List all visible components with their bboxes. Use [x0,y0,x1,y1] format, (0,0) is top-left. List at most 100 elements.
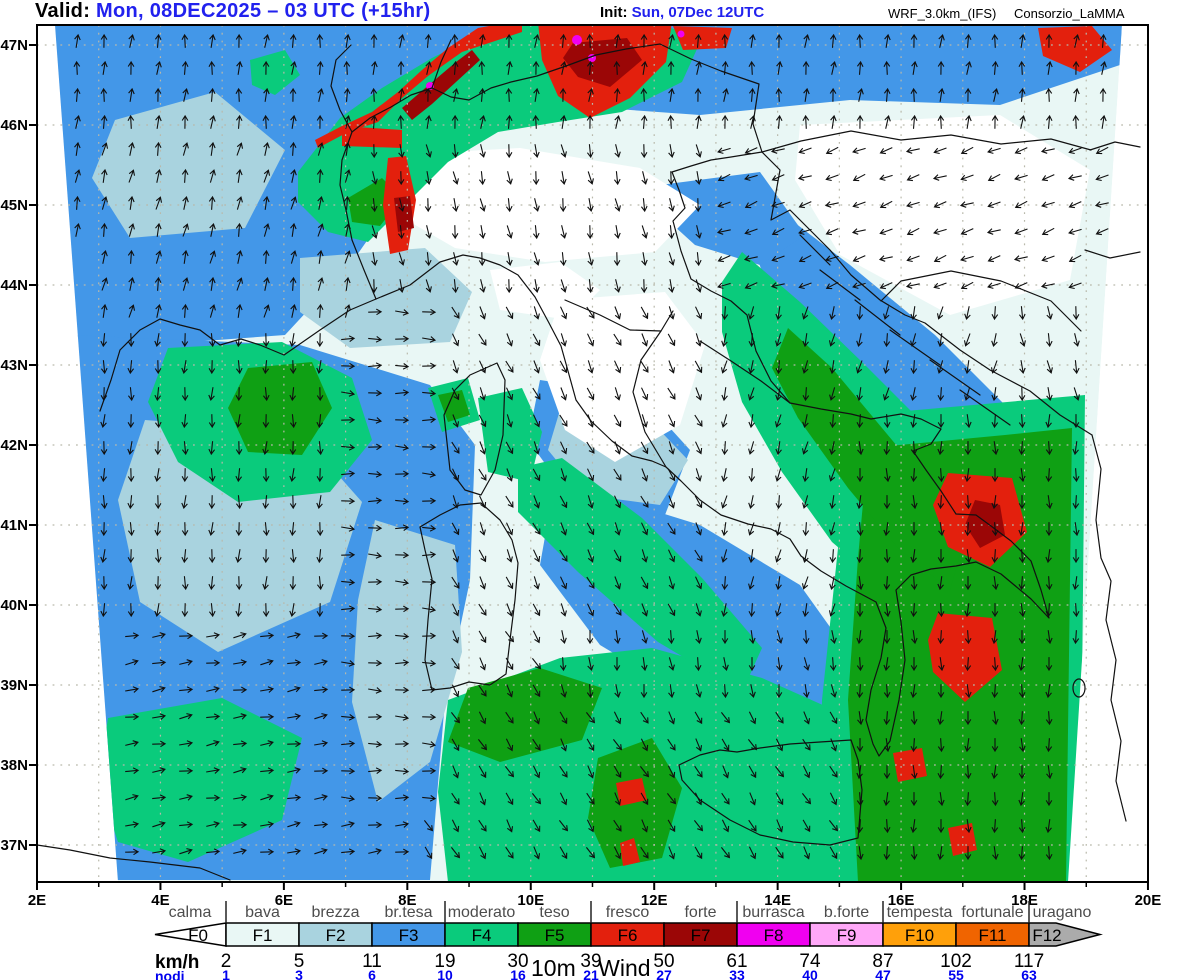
wind-arrow [586,792,595,805]
wind-arrow [422,741,437,748]
legend-kmh-value: 61 [726,951,747,972]
wind-arrow [856,657,864,672]
wind-arrow [182,87,189,102]
wind-arrow [668,306,675,320]
wind-arrow [587,765,595,779]
wind-arrow [452,603,460,617]
legend-kmh-value: 30 [507,951,528,972]
wind-arrow [857,576,864,591]
wind-arrow [668,846,676,860]
wind-arrow [181,468,189,483]
wind-arrow [613,87,621,102]
wind-arrow [614,387,621,401]
wind-arrow [1018,576,1026,591]
wind-arrow [155,250,162,264]
wind-arrow [937,711,944,726]
wind-arrow [937,603,945,618]
wind-arrow [587,495,594,509]
wind-arrow [368,605,383,613]
wind-arrow [614,792,622,806]
wind-arrow [179,659,193,666]
wind-arrow [395,659,410,667]
wind-arrow [1014,282,1028,290]
wind-arrow [694,765,703,778]
wind-arrow [155,168,162,183]
wind-arrow [395,686,410,694]
wind-arrow [479,387,486,401]
wind-arrow [181,441,189,456]
wind-arrow [560,144,567,158]
wind-arrow [883,846,891,861]
wind-arrow [1068,254,1082,263]
wind-arrow [829,711,838,725]
wind-arrow [938,522,945,537]
wind-arrow [560,441,568,455]
wind-arrow [422,713,437,721]
wind-arrow [798,147,812,155]
wind-arrow [479,114,486,129]
wind-arrow [991,306,999,321]
wind-arrow [695,225,702,239]
wind-arrow [422,362,437,370]
wind-arrow [371,252,378,267]
wind-arrow [721,738,730,752]
wind-arrow [1072,60,1080,75]
wind-arrow [1013,255,1028,262]
lon-label: 16E [888,892,915,909]
wind-arrow [991,684,999,699]
legend-class-name: fortunale [961,904,1023,921]
wind-arrow [987,147,1001,154]
wind-arrow [640,87,648,102]
wind-arrow [748,657,756,672]
wind-arrow [964,33,972,48]
wind-arrow [748,333,756,348]
wind-arrow [128,304,136,318]
wind-arrow [851,228,866,235]
wind-arrow [451,60,459,75]
wind-arrow [125,686,140,693]
wind-arrow [1095,146,1109,155]
wind-arrow [154,414,162,429]
wind-arrow [506,171,513,185]
wind-arrow [964,711,972,726]
wind-arrow [964,657,972,672]
wind-arrow [614,522,621,536]
wind-arrow [964,360,971,375]
wind-arrow [316,522,324,537]
wind-arrow [262,387,270,402]
wind-arrow [1018,414,1026,429]
wind-arrow [856,684,864,699]
wind-arrow [208,195,216,210]
wind-arrow [856,414,864,429]
wind-arrow [422,632,437,640]
wind-arrow [479,279,486,293]
wind-arrow [965,684,972,699]
wind-arrow [964,306,971,321]
wind-arrow [964,630,972,645]
wind-arrow [101,277,109,291]
wind-arrow [155,114,162,129]
wind-arrow [74,33,81,48]
wind-arrow [721,306,729,321]
wind-arrow [74,114,81,129]
lon-label: 4E [151,892,169,909]
wind-arrow [803,711,811,725]
wind-arrow [695,684,702,698]
wind-arrow [478,252,486,267]
wind-arrow [422,606,437,613]
wind-arrow [532,171,540,186]
wind-arrow [260,767,275,775]
wind-arrow [613,252,621,267]
wind-arrow [586,279,594,294]
wind-arrow [505,114,513,129]
wind-arrow [1014,147,1028,155]
wind-arrow [287,632,301,639]
wind-arrow [748,441,755,455]
wind-arrow [397,114,405,129]
wind-arrow [233,767,247,774]
wind-arrow [641,549,648,563]
wind-arrow [127,360,135,375]
wind-arrow [879,200,893,209]
wind-arrow [798,201,812,209]
wind-arrow [424,87,432,102]
